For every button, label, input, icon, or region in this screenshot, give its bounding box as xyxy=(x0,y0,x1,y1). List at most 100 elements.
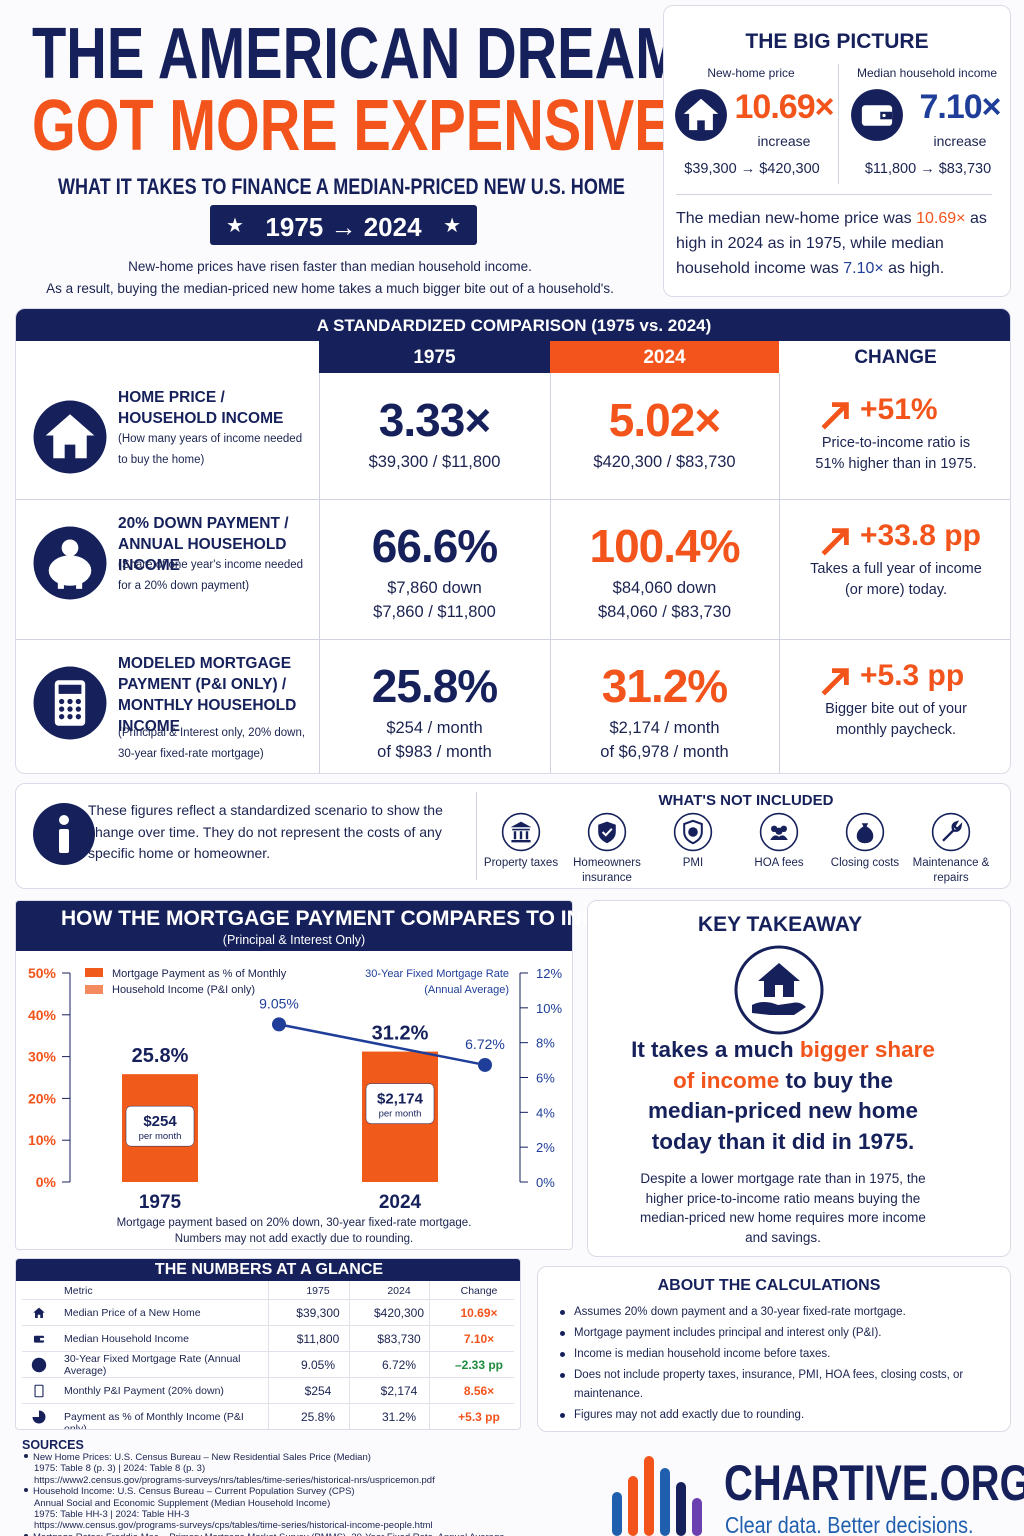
glance-cell: $39,300 xyxy=(296,1306,340,1320)
detail-1975: $7,860 down xyxy=(387,579,482,597)
col-divider xyxy=(319,373,320,499)
summary-text: The median new-home price was xyxy=(676,210,917,227)
about-bullet: Does not include property taxes, insuran… xyxy=(558,1366,978,1404)
about-bullet: Assumes 20% down payment and a 30-year f… xyxy=(558,1303,978,1322)
bp-sub: increase xyxy=(757,133,811,149)
not-included-icon xyxy=(673,812,713,852)
sources-title: SOURCES xyxy=(22,1438,84,1452)
glance-panel: THE NUMBERS AT A GLANCE Metric 1975 2024 Ch… xyxy=(15,1258,521,1430)
source-line: Mortgage Rates: Freddie Mac – Primary Mo… xyxy=(22,1532,612,1536)
col-header-bg xyxy=(550,341,779,373)
bp-icon-shape xyxy=(675,89,727,141)
about-title: ABOUT THE CALCULATIONS xyxy=(657,1277,881,1294)
col-divider xyxy=(550,639,551,773)
detail-1975: of $983 / month xyxy=(377,743,492,761)
takeaway-icon xyxy=(734,945,824,1035)
col-divider xyxy=(550,373,551,499)
disclaimer: These figures reflect a standardized sce… xyxy=(88,802,443,861)
not-included-label: Homeowners insurance xyxy=(573,857,641,884)
sources-list: New Home Prices: U.S. Census Bureau – Ne… xyxy=(22,1452,612,1536)
col-divider xyxy=(779,639,780,773)
not-included-icon xyxy=(587,812,627,852)
row-icon xyxy=(32,665,108,741)
glance-icon xyxy=(30,1304,48,1322)
bullet-dot xyxy=(560,1373,565,1378)
about-bullet: Mortgage payment includes principal and … xyxy=(558,1324,978,1343)
legend-entry: Mortgage Payment as % of Monthly Househo… xyxy=(112,968,287,996)
glance-cell: 7.10× xyxy=(463,1332,495,1346)
bp-label: New-home price xyxy=(707,66,795,80)
bullet-dot xyxy=(560,1331,565,1336)
bp-icon xyxy=(674,88,728,142)
metric: HOME PRICE / HOUSEHOLD INCOME xyxy=(118,389,284,427)
glance-icon xyxy=(30,1408,48,1426)
divider xyxy=(476,792,477,880)
row-icon-shape xyxy=(33,526,107,600)
metric: 20% DOWN PAYMENT / ANNUAL HOUSEHOLD INCO… xyxy=(118,515,289,574)
glance-cell: $254 xyxy=(304,1384,332,1398)
takeaway-body: Despite a lower mortgage rate than in 19… xyxy=(640,1171,926,1245)
bullet-dot xyxy=(560,1413,565,1418)
change-arrow-shape xyxy=(821,528,849,556)
not-included-label: Property taxes xyxy=(483,857,559,869)
source-text: New Home Prices: U.S. Census Bureau – Ne… xyxy=(33,1452,371,1463)
row-divider xyxy=(16,499,1010,500)
col-header: 2024 xyxy=(643,347,686,368)
detail-1975: $254 / month xyxy=(386,719,483,737)
source-text: 1975: Table 8 (p. 3) | 2024: Table 8 (p.… xyxy=(34,1463,206,1475)
value-2024: 100.4% xyxy=(589,520,740,572)
glance-cell: $11,800 xyxy=(296,1332,340,1346)
col-header: CHANGE xyxy=(854,347,937,368)
legend-entry: 30-Year Fixed Mortgage Rate (Annual Aver… xyxy=(365,968,509,996)
glance-cell: Payment as % of Monthly Income (P&I only… xyxy=(64,1411,244,1430)
glance-col-line xyxy=(429,1281,430,1429)
key-takeaway-panel: KEY TAKEAWAY It takes a much bigger shar… xyxy=(587,900,1011,1257)
change-arrow-shape xyxy=(821,668,849,696)
source-line: https://www2.census.gov/programs-surveys… xyxy=(22,1475,612,1486)
row-icon xyxy=(32,399,108,475)
glance-col-line xyxy=(268,1281,269,1429)
not-included-label: Maintenance & repairs xyxy=(912,857,990,884)
bullet-dot xyxy=(24,1454,28,1458)
value-2024: 5.02× xyxy=(608,394,721,446)
title-line-1: THE AMERICAN DREAM xyxy=(32,14,682,94)
chart-note: Numbers may not add exactly due to round… xyxy=(174,1233,414,1245)
metric-note: (How many years of income needed to buy … xyxy=(118,433,303,466)
brand-tagline: Clear data. Better decisions. xyxy=(725,1512,974,1536)
glance-cell: 25.8% xyxy=(300,1410,336,1424)
key-takeaway-title: KEY TAKEAWAY xyxy=(697,913,863,936)
change-note: Bigger bite out of your monthly paycheck… xyxy=(825,701,967,738)
intro: New-home prices have risen faster than m… xyxy=(20,256,640,300)
not-included-label: HOA fees xyxy=(754,857,804,869)
source-text: 1975: Table HH-3 | 2024: Table HH-3 xyxy=(34,1509,190,1521)
col-divider xyxy=(319,499,320,639)
bp-range: $39,300 → $420,300 xyxy=(684,161,820,177)
intro-line: New-home prices have risen faster than m… xyxy=(128,259,532,274)
glance-icon xyxy=(30,1330,48,1348)
col-header-bg xyxy=(319,341,550,373)
source-text: Household Income: U.S. Census Bureau – C… xyxy=(33,1486,355,1498)
star: ★ xyxy=(443,215,461,237)
not-included-icon-shape xyxy=(931,812,971,852)
detail-2024: $420,300 / $83,730 xyxy=(593,453,736,471)
glance-cell: $83,730 xyxy=(377,1332,421,1346)
chart-header-bar xyxy=(16,901,572,951)
glance-col-line xyxy=(349,1281,350,1429)
value-2024: 31.2% xyxy=(601,660,728,712)
big-picture-panel: THE BIG PICTURE New-home price 10.69× incr… xyxy=(663,5,1011,297)
value-1975: 25.8% xyxy=(371,660,498,712)
info-icon xyxy=(33,803,95,865)
not-included-icon xyxy=(759,812,799,852)
glance-cell: 31.2% xyxy=(381,1410,417,1424)
col-divider xyxy=(550,499,551,639)
detail-1975: $39,300 / $11,800 xyxy=(368,453,501,471)
metric-note: (Principal & Interest only, 20% down, 30… xyxy=(118,727,306,760)
source-text: https://www.census.gov/programs-surveys/… xyxy=(34,1520,433,1532)
not-included-label: PMI xyxy=(682,857,704,869)
chart-title: HOW THE MORTGAGE PAYMENT COMPARES TO INC… xyxy=(61,907,645,930)
brand-logo xyxy=(612,1456,702,1536)
glance-icon-shape xyxy=(31,1357,47,1373)
